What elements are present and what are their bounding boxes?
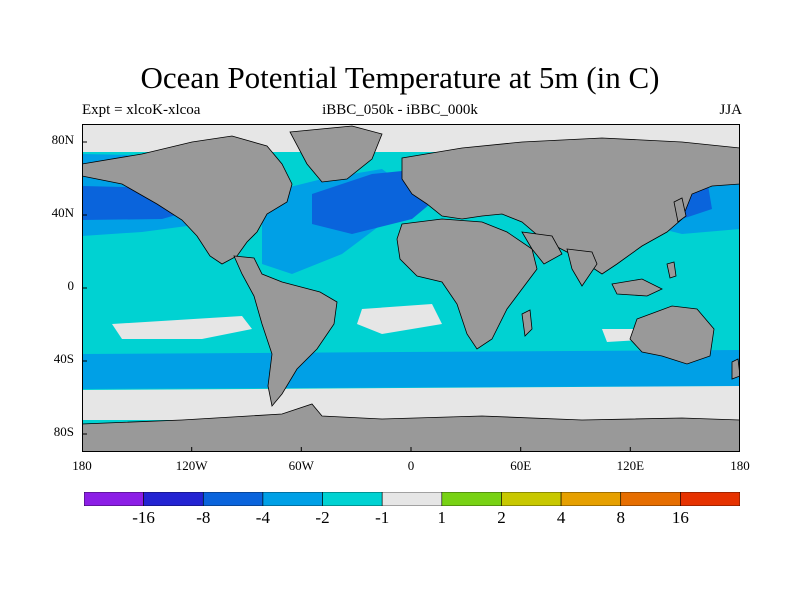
southern-midlat-anomaly [82, 350, 740, 389]
colorbar-label: 1 [437, 508, 447, 527]
indonesia [611, 278, 663, 297]
colorbar-label: 16 [671, 508, 689, 527]
season-label: JJA [719, 102, 742, 118]
antarctica [82, 403, 740, 452]
north-america [82, 135, 293, 265]
map-ticks [82, 141, 631, 452]
colorbar-label: -2 [315, 508, 330, 527]
colorbar-swatch [322, 492, 383, 506]
lon-label-60e: 60E [510, 458, 532, 473]
south-atlantic-neutral [357, 304, 442, 334]
south-america [233, 255, 338, 407]
difference-label: iBBC_050k - iBBC_000k [322, 102, 478, 118]
madagascar [521, 309, 533, 337]
colorbar-swatch [84, 492, 144, 506]
colorbar-swatch [501, 492, 562, 506]
lon-label-60w: 60W [288, 458, 314, 473]
philippines [666, 261, 677, 279]
colorbar-label: -4 [255, 508, 270, 527]
southern-ocean-neutral [82, 386, 740, 420]
lon-label-120e: 120E [616, 458, 645, 473]
south-pacific-neutral [112, 316, 252, 339]
colorbar-label: -16 [132, 508, 155, 527]
lat-label-80n: 80N [51, 132, 74, 147]
australia [629, 305, 715, 365]
eurasia [401, 137, 740, 275]
land-masses [82, 125, 740, 452]
new-zealand [731, 358, 740, 380]
colorbar-label: -1 [375, 508, 390, 527]
colorbar-label: 2 [497, 508, 506, 527]
africa [396, 218, 538, 350]
colorbar-label: 4 [556, 508, 566, 527]
lon-label-0: 0 [407, 458, 415, 473]
lon-label-120w: 120W [175, 458, 208, 473]
colorbar-swatch [143, 492, 204, 506]
colorbar-label: -8 [196, 508, 211, 527]
arabia [521, 231, 563, 265]
lat-label-40s: 40S [53, 351, 74, 366]
colorbar-label: 8 [616, 508, 625, 527]
greenland [289, 125, 383, 183]
experiment-label: Expt = xlcoK-xlcoa [82, 102, 201, 118]
colorbar-swatch [262, 492, 323, 506]
colorbar-swatch [202, 492, 264, 506]
lat-label-40n: 40N [51, 205, 74, 220]
lon-label-180w: 180 [72, 458, 92, 473]
map-title: Ocean Potential Temperature at 5m (in C) [140, 60, 660, 95]
colorbar [84, 492, 740, 506]
colorbar-swatch [441, 492, 502, 506]
colorbar-swatch [620, 492, 681, 506]
lon-label-180e: 180 [730, 458, 750, 473]
lat-label-0: 0 [67, 278, 75, 293]
colorbar-swatch [560, 492, 622, 506]
colorbar-swatch [381, 492, 443, 506]
india [566, 248, 598, 287]
lat-label-80s: 80S [53, 424, 74, 439]
japan [673, 197, 687, 223]
ocean-temperature-map [82, 124, 740, 452]
colorbar-swatch [680, 492, 740, 506]
